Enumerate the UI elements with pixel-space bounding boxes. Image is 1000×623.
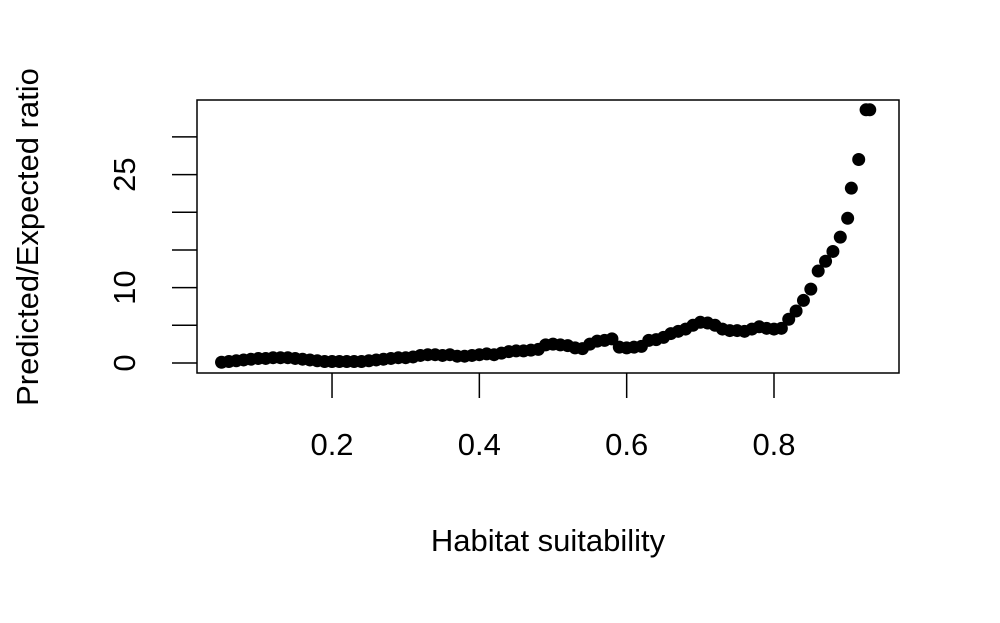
point	[844, 181, 858, 195]
point	[811, 264, 825, 278]
point	[819, 254, 833, 268]
point	[789, 304, 803, 318]
point	[863, 103, 877, 117]
point	[804, 282, 818, 296]
x-tick-label: 0.8	[752, 427, 795, 462]
y-tick-label: 10	[107, 270, 142, 304]
plot-frame	[196, 99, 900, 374]
x-axis-title: Habitat suitability	[431, 523, 666, 558]
y-tick-label: 0	[107, 354, 142, 371]
x-tick-label: 0.2	[310, 427, 353, 462]
point	[605, 332, 619, 346]
x-tick-label: 0.4	[458, 427, 501, 462]
x-tick-label: 0.6	[605, 427, 648, 462]
point	[774, 321, 788, 335]
y-axis-title: Predicted/Expected ratio	[10, 68, 45, 406]
point	[796, 293, 810, 307]
y-tick-label: 25	[107, 157, 142, 191]
point	[841, 211, 855, 225]
point	[826, 244, 840, 258]
point	[852, 153, 866, 167]
point	[833, 230, 847, 244]
point	[782, 312, 796, 326]
